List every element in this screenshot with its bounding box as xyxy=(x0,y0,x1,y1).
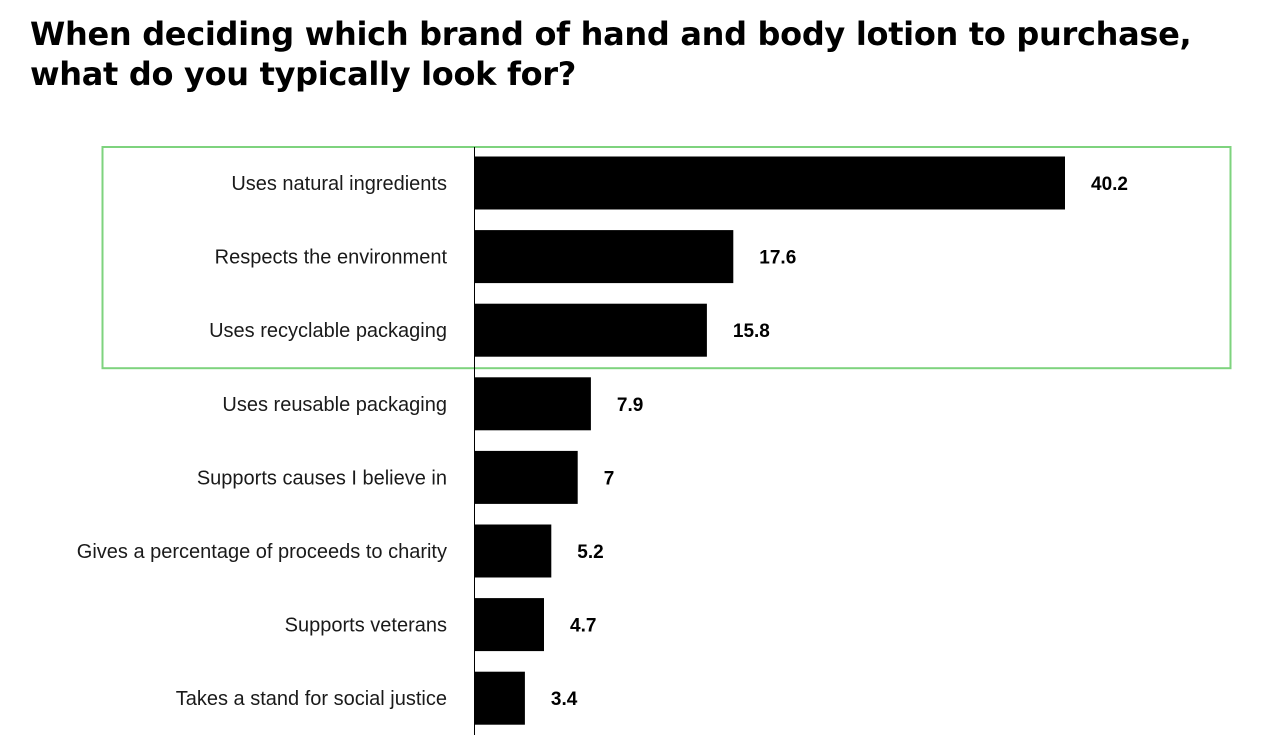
category-labels-group: Uses natural ingredients Respects the env… xyxy=(77,173,448,710)
value-label-uses-reusable-packaging: 7.9 xyxy=(617,395,643,416)
value-label-gives-a-percentage-of-proceeds-to-charity: 5.2 xyxy=(577,542,603,563)
category-label-respects-the-environment: Respects the environment xyxy=(215,247,448,269)
category-label-uses-recyclable-packaging: Uses recyclable packaging xyxy=(209,320,447,342)
category-label-supports-causes-i-believe-in: Supports causes I believe in xyxy=(197,467,447,489)
bar-uses-reusable-packaging xyxy=(475,377,591,431)
value-label-uses-natural-ingredients: 40.2 xyxy=(1091,174,1128,195)
bar-supports-causes-i-believe-in xyxy=(475,450,578,504)
value-label-uses-recyclable-packaging: 15.8 xyxy=(733,321,770,342)
bar-respects-the-environment xyxy=(475,230,734,284)
category-label-gives-a-percentage-of-proceeds-to-charity: Gives a percentage of proceeds to charit… xyxy=(77,541,447,563)
bar-uses-natural-ingredients xyxy=(475,156,1065,210)
value-label-supports-causes-i-believe-in: 7 xyxy=(604,468,615,489)
bars-group xyxy=(475,156,1065,725)
value-label-supports-veterans: 4.7 xyxy=(570,616,596,637)
bar-uses-recyclable-packaging xyxy=(475,303,707,357)
category-label-takes-a-stand-for-social-justice: Takes a stand for social justice xyxy=(176,688,447,710)
highlight-box xyxy=(101,146,1232,370)
bar-takes-a-stand-for-social-justice xyxy=(475,671,525,725)
category-label-supports-veterans: Supports veterans xyxy=(285,615,447,637)
chart-title: When deciding which brand of hand and bo… xyxy=(30,15,1192,93)
value-labels-group: 40.2 17.6 15.8 7.9 7 5.2 4.7 3.4 xyxy=(551,174,1128,710)
bar-supports-veterans xyxy=(475,598,544,652)
bar-gives-a-percentage-of-proceeds-to-charity xyxy=(475,524,552,578)
category-label-uses-natural-ingredients: Uses natural ingredients xyxy=(231,173,447,195)
value-label-takes-a-stand-for-social-justice: 3.4 xyxy=(551,689,578,710)
highlight-group xyxy=(101,146,1232,370)
value-label-respects-the-environment: 17.6 xyxy=(759,248,796,269)
category-label-uses-reusable-packaging: Uses reusable packaging xyxy=(222,394,447,416)
